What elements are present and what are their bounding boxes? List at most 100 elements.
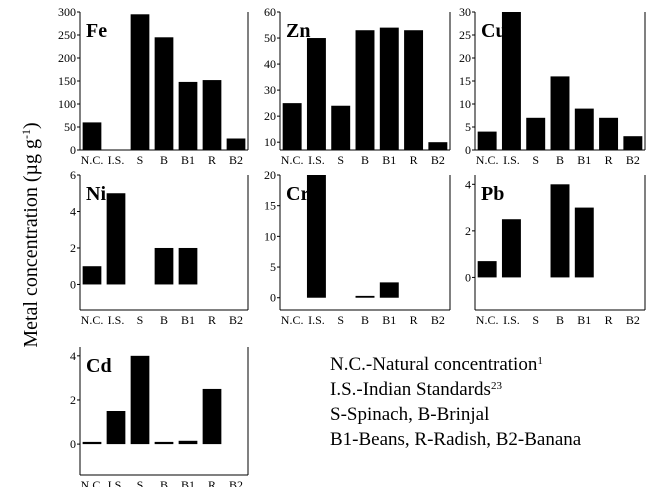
- bar: [154, 37, 174, 150]
- bar: [501, 219, 521, 278]
- panel-title: Cr: [286, 183, 309, 205]
- x-tick-label: B2: [229, 153, 243, 167]
- y-tick-label: 20: [459, 51, 471, 65]
- x-tick-label: R: [605, 313, 613, 327]
- bar: [550, 76, 570, 150]
- bar: [178, 247, 198, 285]
- y-tick-label: 4: [70, 204, 76, 218]
- legend-item-ref: 1: [537, 355, 543, 367]
- x-tick-label: R: [208, 153, 216, 167]
- x-tick-label: R: [605, 153, 613, 167]
- x-tick-label: S: [137, 153, 144, 167]
- x-tick-label: N.C.: [81, 313, 104, 327]
- x-tick-label: B1: [181, 478, 195, 487]
- panel-title: Pb: [481, 183, 504, 205]
- x-tick-label: B1: [577, 313, 591, 327]
- y-axis-label-sup: -1: [19, 129, 33, 139]
- x-tick-label: R: [208, 478, 216, 487]
- y-tick-label: 10: [264, 229, 276, 243]
- y-tick-label: 5: [270, 260, 276, 274]
- bar: [306, 38, 326, 150]
- bar: [477, 131, 497, 150]
- y-tick-label: 15: [264, 199, 276, 213]
- bar: [106, 411, 126, 445]
- y-tick-label: 6: [70, 168, 76, 182]
- bar: [355, 30, 375, 150]
- y-tick-label: 5: [465, 120, 471, 134]
- bar: [404, 30, 424, 150]
- bar: [623, 136, 643, 150]
- y-tick-label: 0: [465, 143, 471, 157]
- x-tick-label: B1: [181, 153, 195, 167]
- x-tick-label: B: [556, 313, 564, 327]
- legend-item-text: S-Spinach, B-Brinjal: [330, 404, 490, 425]
- x-tick-label: N.C.: [81, 478, 104, 487]
- x-tick-label: B2: [229, 478, 243, 487]
- bar: [526, 117, 546, 150]
- legend-item: I.S.-Indian Standards23: [330, 377, 640, 402]
- x-tick-label: I.S.: [108, 153, 125, 167]
- bar: [130, 14, 150, 150]
- x-tick-label: S: [137, 478, 144, 487]
- bar: [306, 175, 326, 298]
- y-tick-label: 10: [459, 97, 471, 111]
- bar: [574, 108, 594, 150]
- y-tick-label: 0: [70, 143, 76, 157]
- x-tick-label: B1: [181, 313, 195, 327]
- x-tick-label: B1: [577, 153, 591, 167]
- x-tick-label: N.C.: [476, 153, 499, 167]
- panel-title: Fe: [86, 20, 107, 42]
- x-tick-label: S: [532, 313, 539, 327]
- panel-title: Ni: [86, 183, 106, 205]
- bar: [82, 441, 102, 445]
- y-axis-label: Metal concentration (µg g-1): [19, 122, 42, 347]
- legend-item-text: B1-Beans, R-Radish, B2-Banana: [330, 429, 582, 450]
- panel-title: Zn: [286, 20, 310, 42]
- x-tick-label: B2: [626, 313, 640, 327]
- y-tick-label: 2: [70, 241, 76, 255]
- bar: [282, 103, 302, 150]
- x-tick-label: B: [160, 478, 168, 487]
- y-tick-label: 0: [270, 291, 276, 305]
- x-tick-label: B: [361, 313, 369, 327]
- y-tick-label: 30: [264, 83, 276, 97]
- x-tick-label: I.S.: [308, 153, 325, 167]
- x-tick-label: S: [532, 153, 539, 167]
- bar: [226, 138, 246, 150]
- bar: [154, 441, 174, 445]
- bar: [428, 142, 448, 150]
- x-tick-label: B2: [431, 153, 445, 167]
- bar: [178, 81, 198, 150]
- x-tick-label: I.S.: [503, 313, 520, 327]
- x-tick-label: R: [410, 153, 418, 167]
- y-tick-label: 4: [70, 349, 76, 363]
- y-tick-label: 40: [264, 57, 276, 71]
- legend-item-text: I.S.-Indian Standards: [330, 379, 491, 400]
- panel-title: Cd: [86, 355, 112, 377]
- x-tick-label: B: [361, 153, 369, 167]
- y-tick-label: 50: [264, 31, 276, 45]
- legend-item: B1-Beans, R-Radish, B2-Banana: [330, 427, 640, 452]
- legend-item-text: N.C.-Natural concentration: [330, 354, 538, 375]
- x-tick-label: B1: [382, 313, 396, 327]
- bar: [130, 355, 150, 445]
- x-tick-label: R: [410, 313, 418, 327]
- legend: N.C.-Natural concentration1 I.S.-Indian …: [330, 352, 640, 452]
- bar: [477, 261, 497, 278]
- y-tick-label: 20: [264, 109, 276, 123]
- legend-item: N.C.-Natural concentration1: [330, 352, 640, 377]
- y-axis-label-close: ): [20, 122, 42, 129]
- chart-panel: 0 2 4 6 N.C. I.S. S B B1 R B2 Ni: [70, 168, 249, 327]
- x-tick-label: I.S.: [108, 478, 125, 487]
- bar: [202, 80, 222, 150]
- x-tick-label: S: [137, 313, 144, 327]
- y-tick-label: 30: [459, 5, 471, 19]
- x-tick-label: B: [556, 153, 564, 167]
- y-tick-label: 60: [264, 5, 276, 19]
- y-tick-label: 150: [58, 74, 76, 88]
- bar: [355, 295, 375, 298]
- y-tick-label: 100: [58, 97, 76, 111]
- x-tick-label: S: [337, 153, 344, 167]
